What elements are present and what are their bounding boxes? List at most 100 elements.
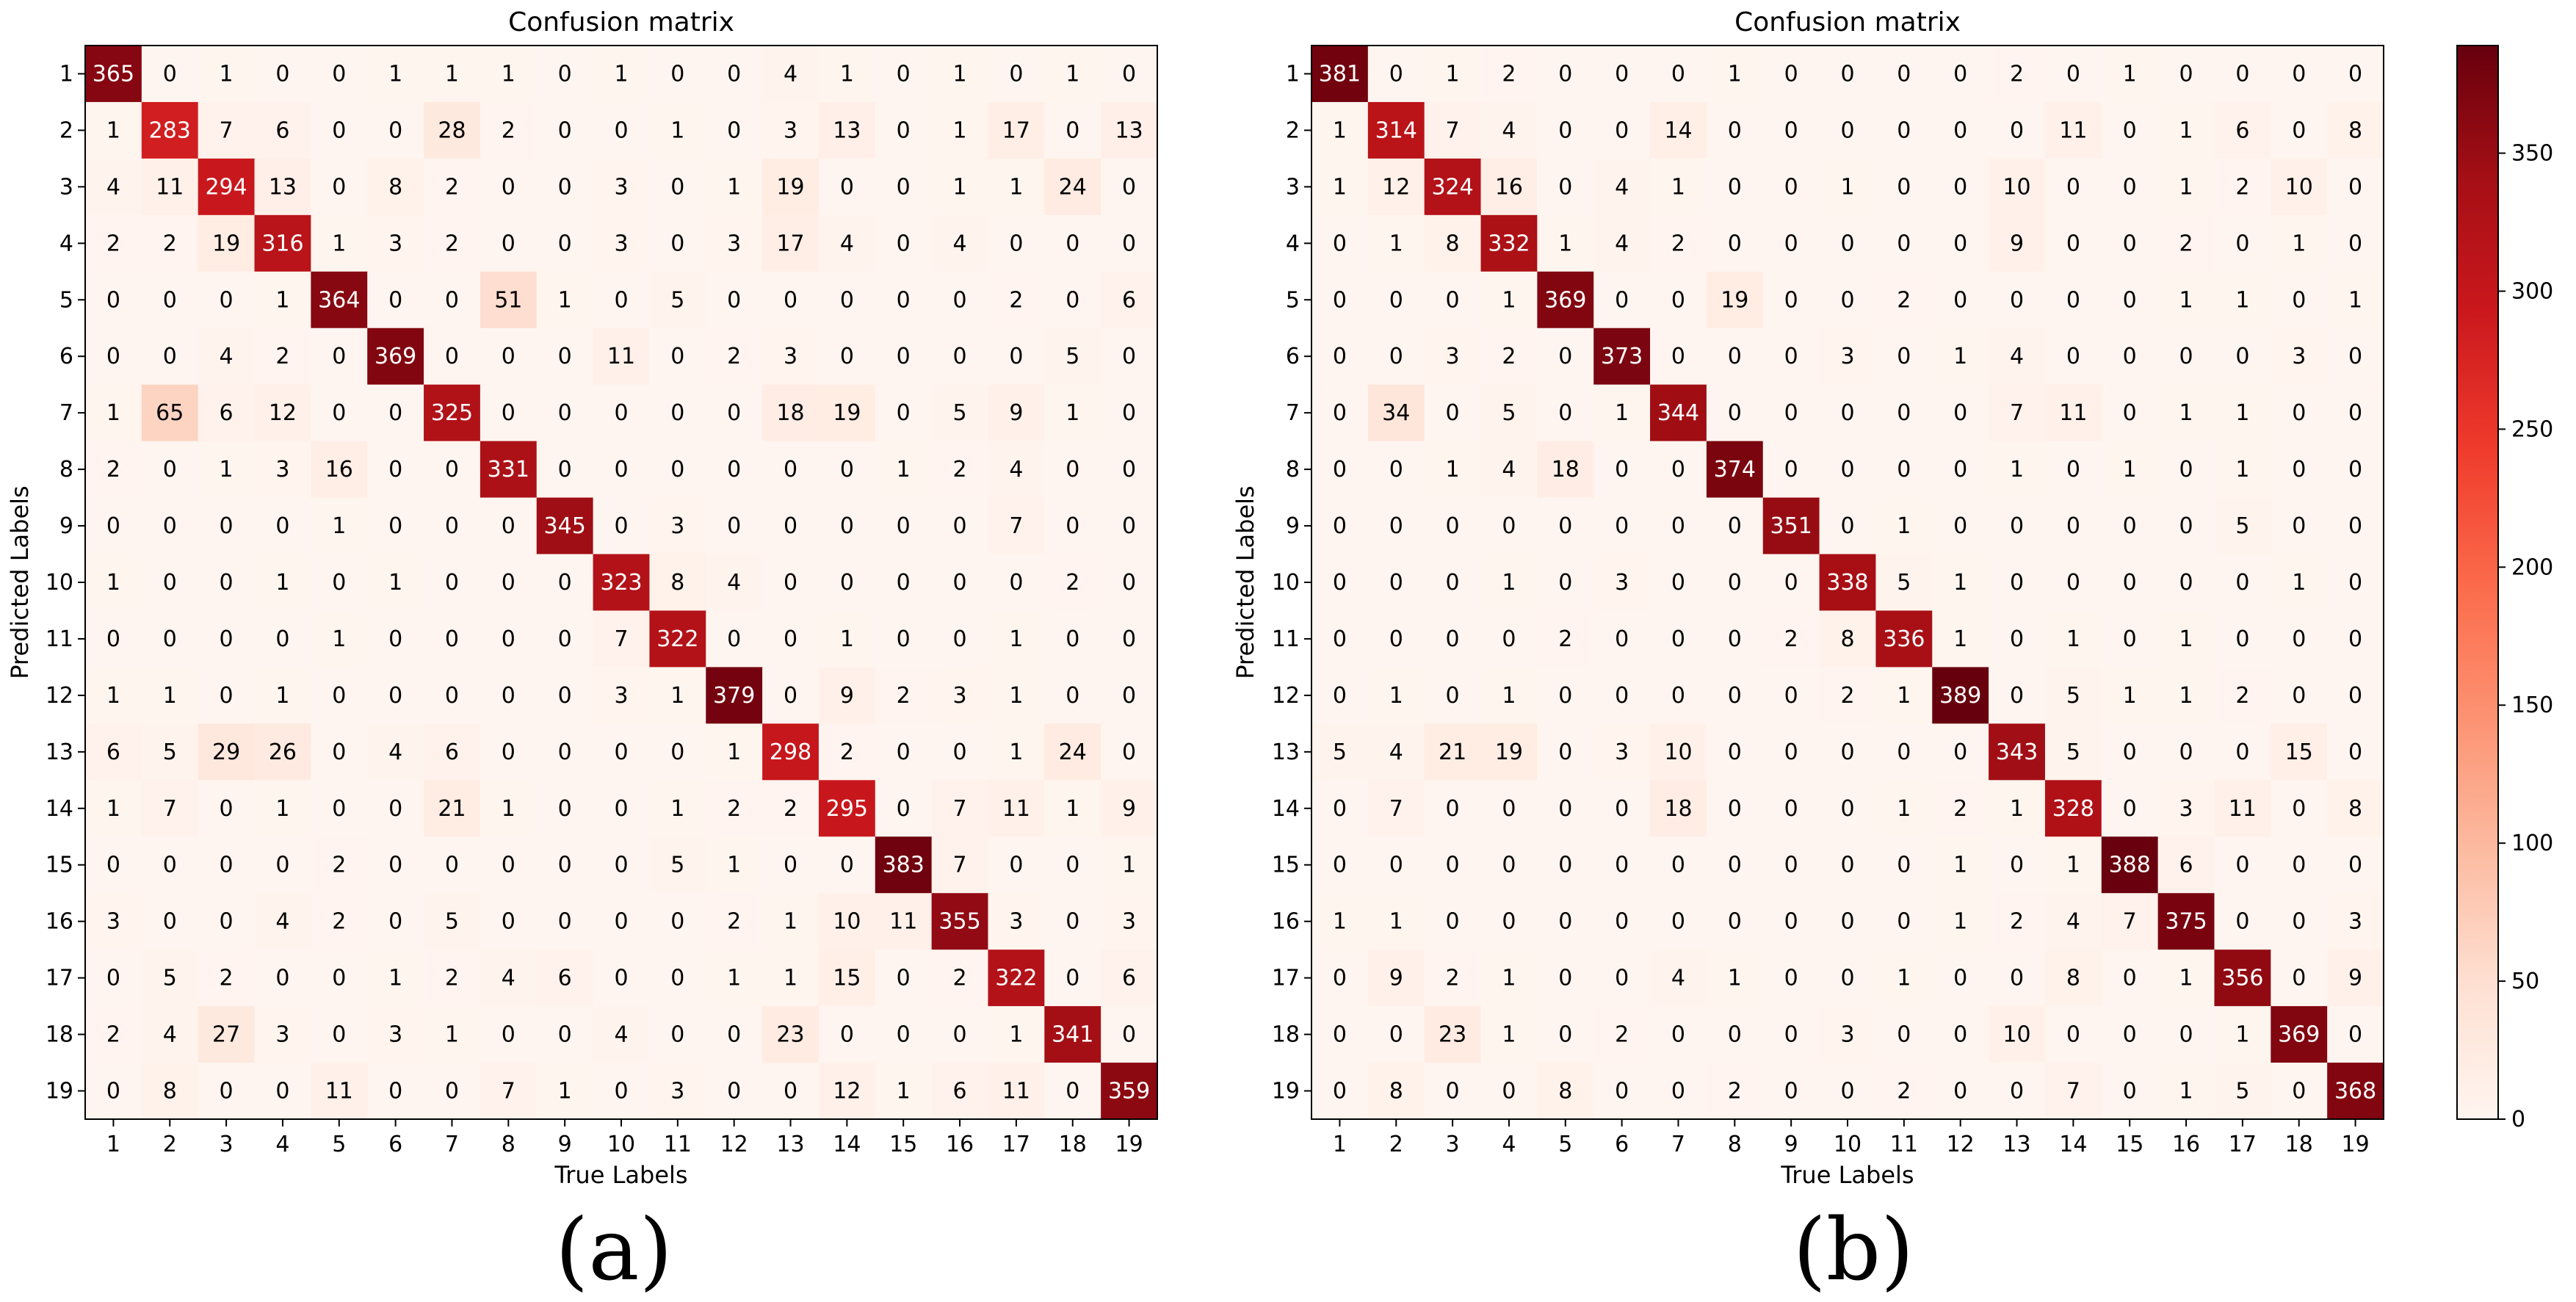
- x-tick-label: 12: [720, 1132, 748, 1157]
- cell-value-label: 11: [156, 174, 184, 200]
- cell-value-label: 2: [2235, 683, 2249, 709]
- heatmap-cell: [762, 441, 820, 499]
- heatmap-cell: [141, 893, 199, 950]
- heatmap-cell: [367, 950, 424, 1007]
- cell-value-label: 65: [156, 400, 184, 426]
- cell-value-label: 0: [1389, 626, 1403, 652]
- heatmap-cell: [2101, 1006, 2159, 1063]
- x-tick-label: 16: [946, 1132, 974, 1157]
- x-ticks-a: 1 2 3 4 5 6 7 8 9 10 11 12 13 14 15 16 17 18 19: [106, 1119, 1143, 1157]
- cell-value-label: 0: [1728, 344, 1742, 369]
- cell-value-label: 0: [1122, 683, 1136, 709]
- heatmap-cell: [367, 46, 424, 103]
- cell-value-label: 0: [388, 117, 402, 143]
- heatmap-cell: [198, 1063, 256, 1120]
- cell-value-label: 0: [953, 344, 967, 369]
- cell-value-label: 0: [445, 570, 459, 596]
- cell-value-label: 19: [833, 400, 861, 426]
- heatmap-cell: [1424, 328, 1482, 386]
- x-tick-label: 14: [2059, 1132, 2087, 1157]
- heatmap-cell: [875, 893, 933, 950]
- y-tick-label: 14: [46, 796, 73, 822]
- cell-value-label: 1: [275, 570, 289, 596]
- heatmap-cell: [931, 780, 989, 837]
- heatmap-cell: [931, 384, 989, 442]
- heatmap-cell: [367, 497, 424, 555]
- cell-value-label: 0: [2179, 61, 2193, 87]
- cell-value-label: 0: [332, 1022, 346, 1048]
- heatmap-cell: [1101, 780, 1158, 837]
- cell-value-label: 356: [2221, 966, 2263, 991]
- cell-value-label: 5: [953, 400, 967, 426]
- heatmap-cell: [593, 441, 651, 499]
- cell-value-label: 0: [1502, 853, 1516, 878]
- cell-value-label: 0: [445, 513, 459, 539]
- heatmap-cell: [2271, 441, 2328, 499]
- cell-value-label: 0: [2235, 231, 2249, 256]
- cell-value-label: 8: [388, 174, 402, 200]
- cell-value-label: 2: [275, 344, 289, 369]
- cell-value-label: 0: [388, 909, 402, 935]
- cell-value-label: 0: [614, 739, 628, 765]
- colorbar-tick-label: 50: [2511, 969, 2539, 994]
- cell-value-label: 6: [220, 400, 234, 426]
- heatmap-cell: [649, 1063, 706, 1120]
- heatmap-cell: [85, 384, 142, 442]
- cell-value-label: 0: [275, 626, 289, 652]
- cell-value-label: 0: [1615, 909, 1629, 935]
- heatmap-cell: [593, 554, 651, 612]
- cell-value-label: 0: [502, 1022, 515, 1048]
- cell-value-label: 5: [2235, 1079, 2249, 1104]
- heatmap-cell: [1989, 328, 2046, 386]
- cell-value-label: 0: [2066, 344, 2080, 369]
- heatmap-cell: [1762, 46, 1820, 103]
- heatmap-cell: [1367, 893, 1425, 950]
- cell-value-label: 0: [1066, 117, 1079, 143]
- cell-value-label: 1: [275, 796, 289, 822]
- heatmap-cell: [1311, 1063, 1369, 1120]
- cell-value-label: 0: [1446, 626, 1460, 652]
- heatmap-cell: [1044, 723, 1101, 781]
- heatmap-cell: [988, 328, 1045, 386]
- cell-value-label: 0: [2292, 1079, 2306, 1104]
- heatmap-cell: [1044, 1006, 1101, 1063]
- heatmap-cell: [1311, 780, 1369, 837]
- cell-value-label: 1: [106, 796, 120, 822]
- heatmap-cell: [141, 667, 199, 724]
- heatmap-cell: [593, 101, 651, 159]
- heatmap-cell: [818, 101, 876, 159]
- cell-value-label: 7: [2010, 400, 2024, 426]
- cell-value-label: 0: [1784, 683, 1798, 709]
- heatmap-cell: [254, 214, 311, 272]
- cell-value-label: 0: [1953, 61, 1967, 87]
- colorbar-gradient: [2456, 45, 2499, 1120]
- cell-value-label: 1: [388, 570, 402, 596]
- x-tick-label: 7: [1671, 1132, 1685, 1157]
- cell-value-label: 0: [1728, 739, 1742, 765]
- heatmap-cell: [1044, 46, 1101, 103]
- heatmap-cell: [1367, 554, 1425, 612]
- heatmap-cell: [2327, 1006, 2384, 1063]
- x-tick-label: 1: [106, 1132, 120, 1157]
- cell-value-label: 1: [1615, 400, 1629, 426]
- heatmap-cell: [2214, 497, 2271, 555]
- heatmap-cell: [1875, 441, 1933, 499]
- cell-value-label: 359: [1108, 1079, 1150, 1104]
- heatmap-cell: [1480, 384, 1538, 442]
- cell-value-label: 8: [163, 1079, 177, 1104]
- cell-value-label: 1: [784, 966, 797, 991]
- heatmap-cell: [311, 780, 368, 837]
- heatmap-cell: [931, 723, 989, 781]
- heatmap-cell: [2327, 836, 2384, 894]
- heatmap-cell: [1424, 214, 1482, 272]
- cell-value-label: 3: [275, 457, 289, 482]
- cell-value-label: 0: [1840, 739, 1854, 765]
- cell-value-label: 0: [1389, 287, 1403, 313]
- cell-value-label: 2: [727, 344, 741, 369]
- cell-value-label: 2: [445, 174, 459, 200]
- cell-value-label: 4: [2010, 344, 2024, 369]
- cell-value-label: 0: [1389, 61, 1403, 87]
- cell-value-label: 0: [388, 400, 402, 426]
- heatmap-cell: [254, 158, 311, 216]
- heatmap-cell: [1480, 441, 1538, 499]
